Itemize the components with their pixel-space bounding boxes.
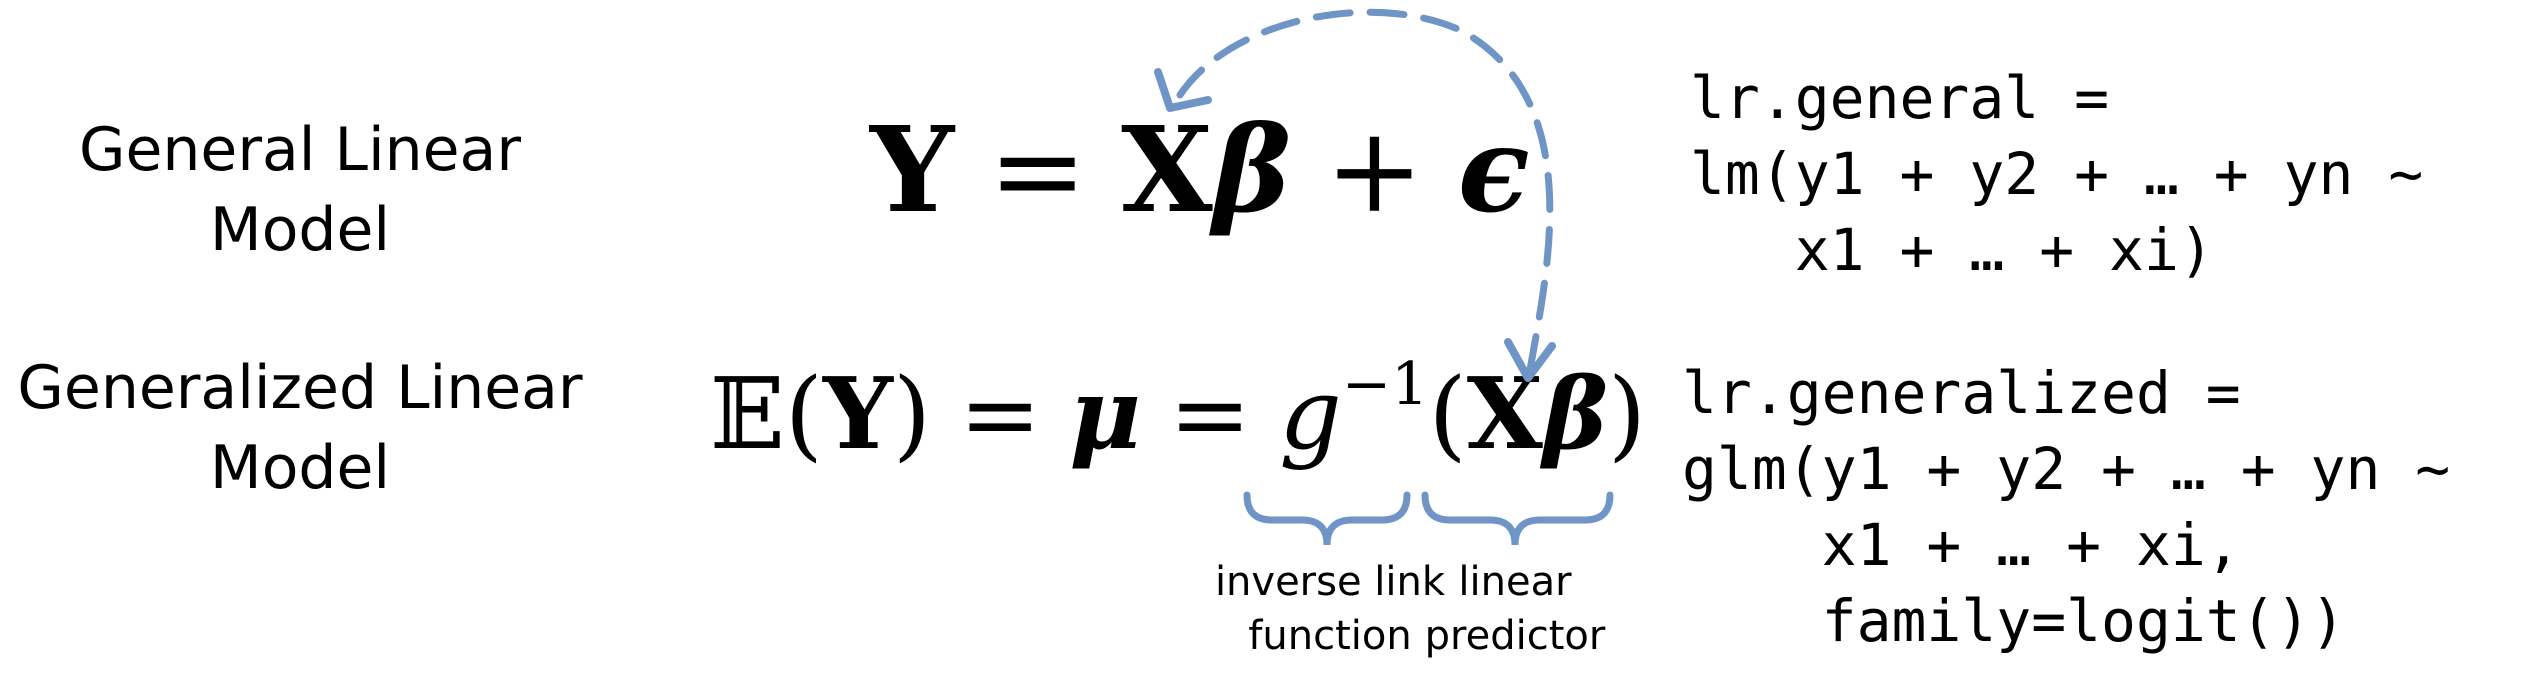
eq2-y: Y xyxy=(822,357,893,472)
general-linear-model-label: General Linear Model xyxy=(40,110,560,270)
eq2-g: g xyxy=(1279,358,1342,472)
generalized-model-code: lr.generalized = glm(y1 + y2 + … + yn ~ … xyxy=(1682,359,2451,655)
eq1-epsilon: ϵ xyxy=(1457,100,1530,239)
generalized-linear-model-label: Generalized Linear Model xyxy=(0,348,600,508)
brace-linear-predictor-icon xyxy=(1421,491,1614,546)
eq1-plus: + xyxy=(1325,101,1424,239)
eq2-equals-2: = xyxy=(1169,358,1252,472)
eq2-beta: β xyxy=(1542,357,1608,472)
general-linear-equation: Y = Xβ + ϵ xyxy=(870,105,1530,236)
eq2-rparen: ) xyxy=(892,358,932,472)
linear-predictor-annotation: linear predictor xyxy=(1405,555,1625,663)
general-label-line1: General Linear xyxy=(78,115,521,185)
inverse-link-line2: function xyxy=(1248,613,1412,659)
eq1-y: Y xyxy=(870,100,955,239)
eq2-expectation: 𝔼 xyxy=(710,358,785,472)
linear-predictor-line2: predictor xyxy=(1424,613,1606,659)
arrowhead-bottom-icon xyxy=(1504,338,1556,382)
generalized-label-line1: Generalized Linear xyxy=(17,353,583,423)
linear-predictor-line1: linear xyxy=(1458,559,1572,605)
generalized-label-line2: Model xyxy=(209,433,391,503)
general-model-code: lr.general = lm(y1 + y2 + … + yn ~ x1 + … xyxy=(1690,64,2424,284)
arrowhead-top-icon xyxy=(1154,68,1212,112)
generalized-linear-equation: 𝔼(Y) = μ = g−1(Xβ) xyxy=(710,354,1647,475)
eq2-equals-1: = xyxy=(959,358,1042,472)
eq1-equals: = xyxy=(988,101,1088,239)
brace-inverse-link-icon xyxy=(1243,491,1411,546)
eq1-x: X xyxy=(1121,100,1213,239)
eq2-lparen-2: ( xyxy=(1428,358,1467,472)
inverse-link-line1: inverse link xyxy=(1214,559,1446,605)
general-label-line2: Model xyxy=(209,195,391,265)
eq2-rparen-2: ) xyxy=(1607,358,1647,472)
eq2-lparen: ( xyxy=(784,358,823,472)
eq2-inverse-exponent: −1 xyxy=(1341,348,1429,418)
eq2-mu: μ xyxy=(1069,357,1141,472)
eq1-beta: β xyxy=(1212,100,1292,239)
inverse-link-function-annotation: inverse link function xyxy=(1185,555,1475,663)
dashed-arrow-curve xyxy=(1176,8,1554,374)
